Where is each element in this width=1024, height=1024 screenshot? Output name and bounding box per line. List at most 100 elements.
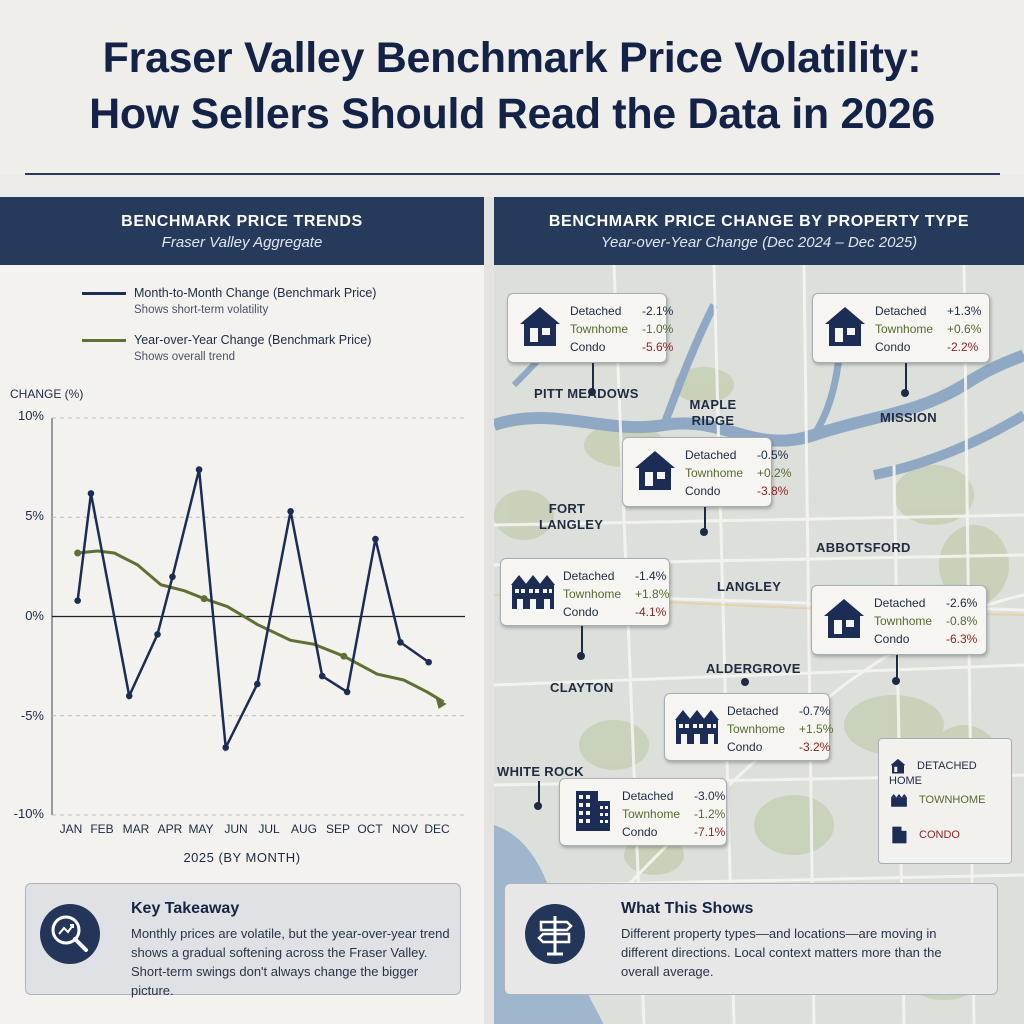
y-tick-label: 5% <box>25 508 44 523</box>
place-label: MISSION <box>880 410 937 425</box>
house-icon <box>820 594 868 642</box>
x-tick-label: NOV <box>391 822 418 836</box>
callout-abbotsford[interactable]: Detached -2.6% Townhome -0.8% Condo -6.3% <box>811 585 987 655</box>
place-label: CLAYTON <box>550 680 614 695</box>
x-tick-label: MAR <box>122 822 150 836</box>
legend-item-townhome: TOWNHOME <box>889 791 985 809</box>
legend-item-condo: CONDO <box>889 825 960 845</box>
callout-pin <box>896 655 898 681</box>
title-divider <box>25 173 1000 175</box>
signpost-icon <box>525 904 585 964</box>
callout-fort-langley[interactable]: Detached -1.4% Townhome +1.8% Condo -4.1% <box>500 558 670 626</box>
trend-panel-subheading: Fraser Valley Aggregate <box>161 234 323 251</box>
property-panel-heading: Benchmark Price Change by Property Type <box>548 213 970 230</box>
y-tick-label: -10% <box>13 806 44 821</box>
mom-point <box>74 597 81 604</box>
callout-values: Detached -2.1% Townhome -1.0% Condo -5.6% <box>570 304 674 354</box>
mom-series-line <box>76 469 430 752</box>
key-takeaway-body: Monthly prices are volatile, but the yea… <box>131 926 450 998</box>
x-tick-label: SEP <box>325 822 350 836</box>
yoy-point <box>340 652 348 660</box>
legend-sub-mom: Shows short-term volatility <box>134 304 269 316</box>
trend-panel-header: Benchmark Price Trends Fraser Valley Agg… <box>0 197 484 265</box>
townhome-icon <box>673 702 721 750</box>
key-takeaway-heading: Key Takeaway <box>131 900 240 917</box>
callout-pin <box>905 363 907 391</box>
house-icon <box>890 758 906 774</box>
callout-pin-dot <box>901 389 909 397</box>
what-this-shows-box: What This Shows Different property types… <box>504 883 998 995</box>
x-tick-label: MAY <box>188 822 214 836</box>
mom-point <box>343 688 351 696</box>
map-legend: DETACHED HOME TOWNHOME CONDO <box>878 738 1012 864</box>
house-icon <box>821 302 869 350</box>
legend-item-yoy: Year-over-Year Change (Benchmark Price) … <box>82 333 371 363</box>
callout-values: Detached +1.3% Townhome +0.6% Condo -2.2% <box>875 304 982 354</box>
mom-point <box>287 507 294 515</box>
yoy-arrowhead <box>435 697 447 709</box>
callout-pin <box>704 507 706 533</box>
mom-point <box>125 692 133 700</box>
trend-chart <box>51 417 465 816</box>
yoy-point <box>200 595 208 603</box>
mom-point <box>254 680 261 688</box>
callout-values: Detached -1.4% Townhome +1.8% Condo -4.1% <box>563 569 670 619</box>
y-tick-label: -5% <box>20 708 44 723</box>
place-label: FORT LANGLEY <box>539 501 604 532</box>
callout-values: Detached -2.6% Townhome -0.8% Condo -6.3% <box>874 596 978 646</box>
callout-white-rock[interactable]: Detached -3.0% Townhome -1.2% Condo -7.1% <box>559 778 727 846</box>
page-title: Fraser Valley Benchmark Price Volatility… <box>0 30 1024 142</box>
place-label: MAPLE RIDGE <box>689 397 737 428</box>
callout-pitt-meadows[interactable]: Detached -2.1% Townhome -1.0% Condo -5.6% <box>507 293 673 363</box>
x-tick-label: FEB <box>90 822 114 836</box>
callout-pin-dot <box>892 677 900 685</box>
condo-icon <box>568 787 616 835</box>
legend-sub-yoy: Shows overall trend <box>134 351 235 363</box>
callout-pin <box>592 363 594 391</box>
mom-point <box>87 490 95 497</box>
place-label: LANGLEY <box>717 579 782 594</box>
mom-point <box>169 573 176 581</box>
yoy-series-line <box>77 549 445 704</box>
property-type-panel: Benchmark Price Change by Property Type … <box>494 197 1024 1024</box>
mom-point <box>425 658 432 666</box>
x-tick-label: OCT <box>357 822 383 836</box>
legend-label-mom: Month-to-Month Change (Benchmark Price) <box>134 286 377 300</box>
x-axis-title: 2025 (BY MONTH) <box>183 850 301 865</box>
what-this-shows-heading: What This Shows <box>621 900 754 917</box>
callout-pin-dot <box>534 802 542 810</box>
y-tick-label: 0% <box>25 608 44 623</box>
what-this-shows-body: Different property types—and locations—a… <box>621 926 942 979</box>
callout-pin-dot <box>577 652 585 660</box>
callout-pin-dot <box>588 388 596 396</box>
x-tick-label: JUN <box>224 822 248 836</box>
mom-point <box>372 535 379 543</box>
place-label: WHITE ROCK <box>497 764 584 779</box>
aldergrove-marker <box>741 678 749 686</box>
callout-values: Detached -3.0% Townhome -1.2% Condo -7.1% <box>622 789 726 839</box>
x-tick-label: DEC <box>424 822 450 836</box>
x-tick-label: AUG <box>290 822 317 836</box>
x-tick-label: APR <box>157 822 183 836</box>
magnifier-trend-icon <box>40 904 100 964</box>
y-tick-label: 10% <box>17 408 44 423</box>
legend-item-detached: DETACHED HOME <box>889 757 1011 787</box>
key-takeaway-box: Key Takeaway Monthly prices are volatile… <box>25 883 461 998</box>
y-axis-title: CHANGE (%) <box>10 387 84 401</box>
mom-point <box>154 631 161 638</box>
place-label: PITT MEADOWS <box>534 386 639 401</box>
house-icon <box>516 302 564 350</box>
panel-divider <box>484 197 494 1024</box>
mom-point <box>195 466 203 473</box>
title-line-1: Fraser Valley Benchmark Price Volatility… <box>102 34 922 82</box>
yoy-point <box>74 549 82 557</box>
place-label: ALDERGROVE <box>706 661 801 676</box>
x-tick-label: JUL <box>258 822 280 836</box>
townhome-icon <box>509 567 557 615</box>
callout-aldergrove[interactable]: Detached -0.7% Townhome +1.5% Condo -3.2% <box>664 693 833 761</box>
property-panel-header: Benchmark Price Change by Property Type … <box>494 197 1024 265</box>
callout-mission[interactable]: Detached +1.3% Townhome +0.6% Condo -2.2% <box>812 293 990 363</box>
mom-point <box>222 744 230 751</box>
legend-item-mom: Month-to-Month Change (Benchmark Price) … <box>82 286 376 316</box>
callout-maple-ridge[interactable]: Detached -0.5% Townhome +0.2% Condo -3.8% <box>622 437 791 507</box>
